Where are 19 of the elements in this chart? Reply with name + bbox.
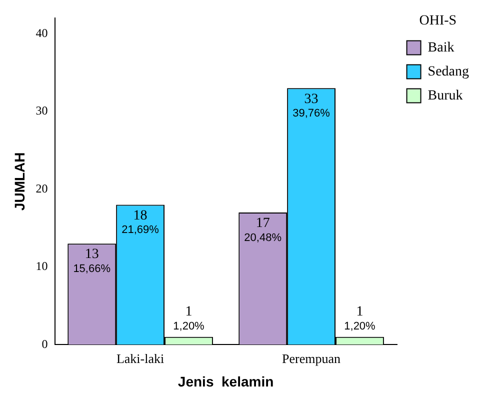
legend-label: Buruk — [428, 88, 463, 104]
x-axis-title: Jenis kelamin — [178, 373, 274, 390]
legend-label: Baik — [428, 40, 454, 56]
data-label: 33 39,76% — [292, 92, 330, 120]
data-label: 18 21,69% — [122, 208, 160, 236]
data-label: 1 1,20% — [173, 304, 205, 332]
y-tick-label: 0 — [42, 336, 48, 351]
legend-title: OHI-S — [419, 14, 457, 29]
y-tick-label: 20 — [36, 181, 48, 196]
data-label: 17 20,48% — [244, 216, 282, 244]
x-tick-label: Laki-laki — [116, 350, 164, 366]
y-axis-title: JUMLAH — [11, 152, 28, 211]
data-label: 1 1,20% — [344, 304, 376, 332]
y-tick-label: 30 — [36, 104, 48, 118]
x-tick-label: Perempuan — [282, 350, 342, 366]
legend-label: Sedang — [428, 64, 470, 80]
data-label: 13 15,66% — [73, 247, 111, 276]
y-tick-label: 40 — [36, 26, 48, 40]
y-tick-label: 10 — [36, 259, 48, 274]
